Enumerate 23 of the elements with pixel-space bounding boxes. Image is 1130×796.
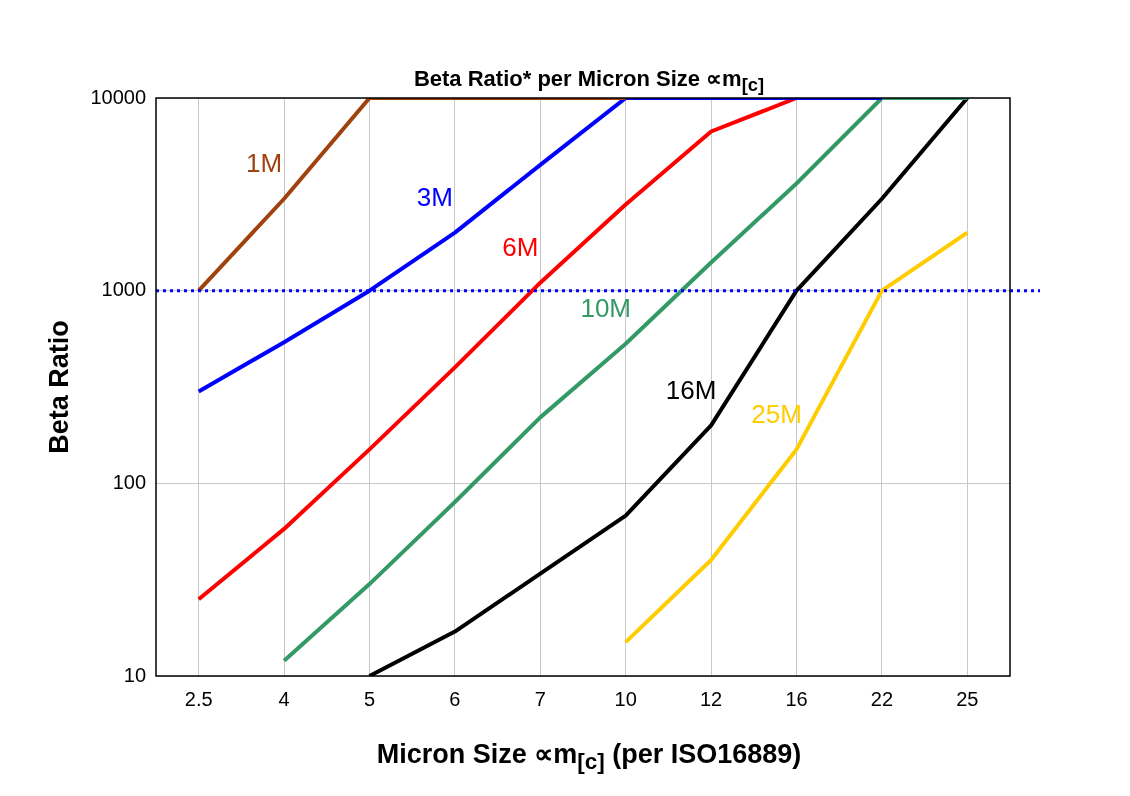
y-tick-label: 100 xyxy=(112,470,147,493)
annotation: 6M xyxy=(502,231,539,262)
x-tick-label: 6 xyxy=(449,687,461,710)
x-tick-label: 7 xyxy=(534,687,546,710)
x-axis-title: Micron Size ∝m$_{[c]}$ (per ISO16889) xyxy=(375,738,803,776)
x-tick-label: 5 xyxy=(363,687,376,710)
y-tick-label: 10 xyxy=(123,663,147,686)
annotation: 25M xyxy=(751,398,802,429)
annotation: 1M xyxy=(246,147,283,178)
x-tick-label: 25 xyxy=(956,687,979,710)
y-tick-label: 1000 xyxy=(101,278,147,301)
annotation: 16M xyxy=(665,374,717,405)
x-tick-label: 16 xyxy=(785,687,808,710)
x-tick-label: 12 xyxy=(699,687,723,710)
y-axis-title: Beta Ratio xyxy=(43,320,74,454)
x-tick-label: 2.5 xyxy=(184,687,213,710)
x-tick-label: 10 xyxy=(614,687,637,710)
chart-title: Beta Ratio* per Micron Size ∝m$_{[c]}$ xyxy=(412,66,766,97)
y-tick-label: 10000 xyxy=(90,85,147,108)
annotation: 10M xyxy=(580,292,631,323)
x-tick-label: 22 xyxy=(870,687,894,710)
x-tick-label: 4 xyxy=(278,687,290,710)
annotation: 3M xyxy=(416,181,453,212)
